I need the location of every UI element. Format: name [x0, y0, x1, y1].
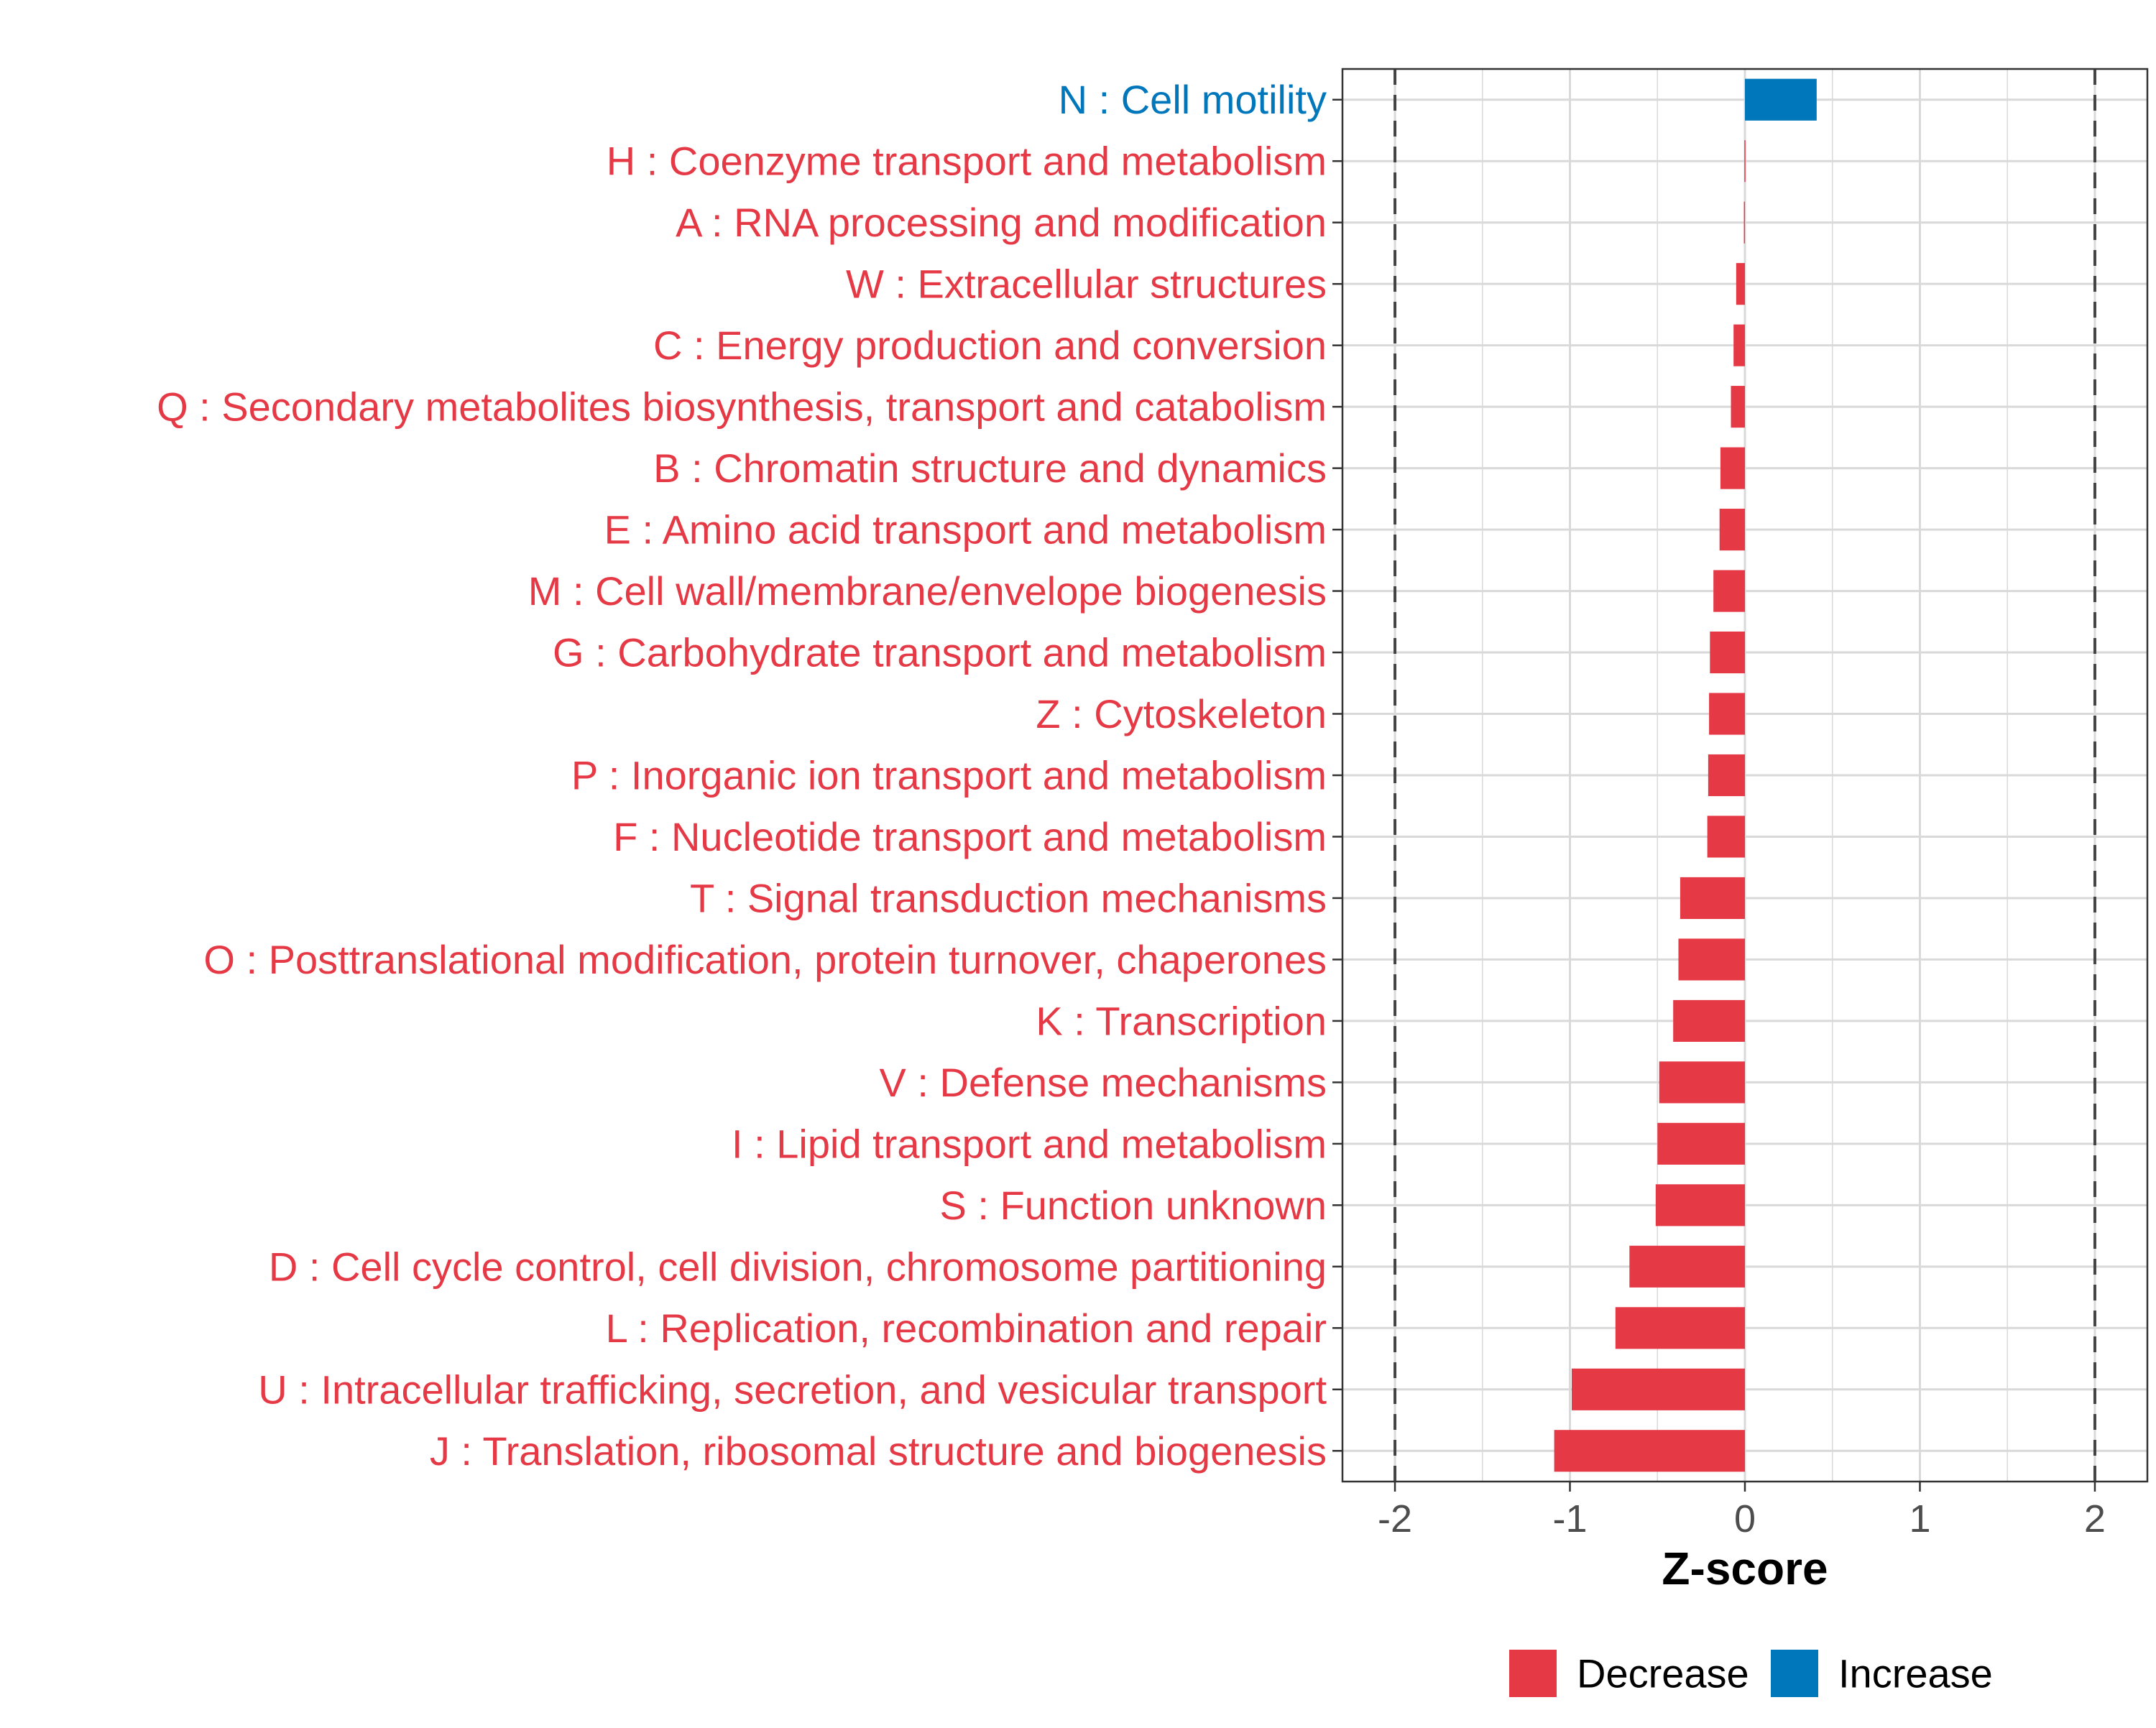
x-axis-title: Z-score: [1662, 1543, 1828, 1594]
bar-q: [1731, 386, 1745, 428]
category-label: J : Translation, ribosomal structure and…: [430, 1428, 1327, 1474]
category-label: C : Energy production and conversion: [653, 323, 1327, 368]
bar-o: [1678, 938, 1745, 981]
bar-layer: [1554, 78, 1817, 1472]
category-label: D : Cell cycle control, cell division, c…: [269, 1244, 1327, 1289]
category-label: E : Amino acid transport and metabolism: [604, 507, 1327, 553]
bar-e: [1719, 509, 1745, 551]
category-label: V : Defense mechanisms: [880, 1060, 1327, 1105]
x-tick-label: 2: [2084, 1497, 2106, 1540]
category-label: H : Coenzyme transport and metabolism: [607, 139, 1327, 184]
legend-swatch-decrease: [1509, 1650, 1557, 1697]
category-label-layer: N : Cell motility H : Coenzyme transport …: [157, 77, 1342, 1474]
legend-label-increase: Increase: [1838, 1651, 1993, 1696]
bar-f: [1707, 816, 1745, 858]
bar-l: [1615, 1307, 1745, 1349]
x-tick-label: -1: [1553, 1497, 1588, 1540]
category-label: U : Intracellular trafficking, secretion…: [258, 1367, 1327, 1412]
x-tick-label: 0: [1734, 1497, 1756, 1540]
bar-s: [1655, 1184, 1745, 1226]
legend-label-decrease: Decrease: [1577, 1651, 1749, 1696]
x-axis: -2 -1 0 1 2: [1378, 1482, 2106, 1540]
bar-h: [1744, 140, 1746, 182]
category-label: T : Signal transduction mechanisms: [690, 875, 1327, 920]
bar-g: [1710, 631, 1745, 674]
bar-a: [1743, 201, 1746, 244]
bar-c: [1733, 324, 1745, 366]
category-label: O : Posttranslational modification, prot…: [203, 937, 1327, 982]
bar-b: [1720, 447, 1745, 489]
bar-j: [1554, 1430, 1745, 1472]
category-label: Z : Cytoskeleton: [1036, 691, 1327, 736]
category-label: B : Chromatin structure and dynamics: [653, 445, 1327, 491]
reference-line-layer: [1393, 69, 2096, 1482]
legend: Decrease Increase: [1509, 1650, 1993, 1697]
bar-k: [1673, 999, 1745, 1042]
bar-p: [1708, 754, 1745, 797]
category-label: N : Cell motility: [1059, 77, 1327, 122]
category-label: S : Function unknown: [939, 1183, 1327, 1228]
category-label: F : Nucleotide transport and metabolism: [613, 814, 1327, 859]
x-tick-label: -2: [1378, 1497, 1412, 1540]
category-label: M : Cell wall/membrane/envelope biogenes…: [528, 568, 1327, 614]
bar-w: [1736, 263, 1745, 305]
category-label: P : Inorganic ion transport and metaboli…: [571, 753, 1327, 798]
bar-n: [1745, 78, 1817, 121]
category-label: K : Transcription: [1036, 998, 1327, 1043]
bar-u: [1571, 1368, 1745, 1410]
bar-v: [1659, 1061, 1745, 1104]
category-label: I : Lipid transport and metabolism: [732, 1121, 1327, 1166]
category-label: A : RNA processing and modification: [676, 200, 1327, 245]
bar-m: [1713, 570, 1745, 612]
bar-z: [1709, 693, 1745, 735]
bar-d: [1629, 1245, 1745, 1288]
bar-t: [1680, 877, 1745, 920]
x-tick-label: 1: [1909, 1497, 1930, 1540]
legend-swatch-increase: [1771, 1650, 1818, 1697]
category-label: L : Replication, recombination and repai…: [606, 1306, 1327, 1351]
category-label: W : Extracellular structures: [846, 262, 1327, 307]
bar-i: [1657, 1122, 1745, 1165]
category-label: G : Carbohydrate transport and metabolis…: [553, 630, 1327, 675]
category-label: Q : Secondary metabolites biosynthesis, …: [157, 384, 1327, 430]
